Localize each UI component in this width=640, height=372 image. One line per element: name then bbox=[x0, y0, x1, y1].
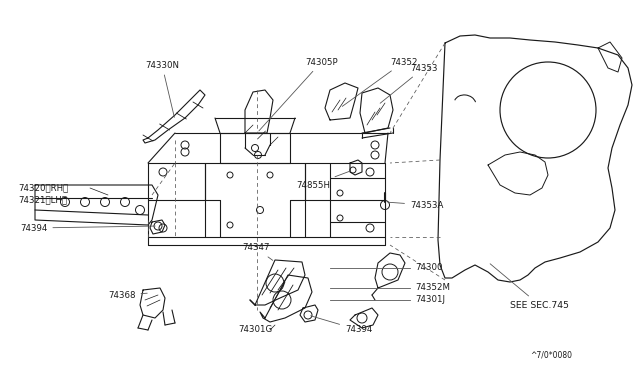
Text: 74301J: 74301J bbox=[415, 295, 445, 305]
Text: 74855H: 74855H bbox=[296, 171, 350, 189]
Text: 74353: 74353 bbox=[380, 64, 438, 103]
Text: 74352: 74352 bbox=[342, 58, 417, 106]
Text: 74394: 74394 bbox=[310, 316, 372, 334]
Text: 74321〈LH〉: 74321〈LH〉 bbox=[18, 196, 67, 205]
Text: ^7/0*0080: ^7/0*0080 bbox=[530, 350, 572, 359]
Text: 74300: 74300 bbox=[415, 263, 442, 273]
Text: 74320〈RH〉: 74320〈RH〉 bbox=[18, 183, 68, 192]
Text: 74305P: 74305P bbox=[259, 58, 338, 131]
Text: 74347: 74347 bbox=[242, 244, 273, 260]
Text: 74330N: 74330N bbox=[145, 61, 179, 117]
Text: 74301G: 74301G bbox=[238, 326, 272, 334]
Text: 74352M: 74352M bbox=[415, 283, 450, 292]
Text: 74353A: 74353A bbox=[388, 201, 444, 209]
Text: SEE SEC.745: SEE SEC.745 bbox=[490, 264, 569, 310]
Text: 74368: 74368 bbox=[108, 291, 147, 299]
Text: 74394: 74394 bbox=[20, 224, 156, 232]
